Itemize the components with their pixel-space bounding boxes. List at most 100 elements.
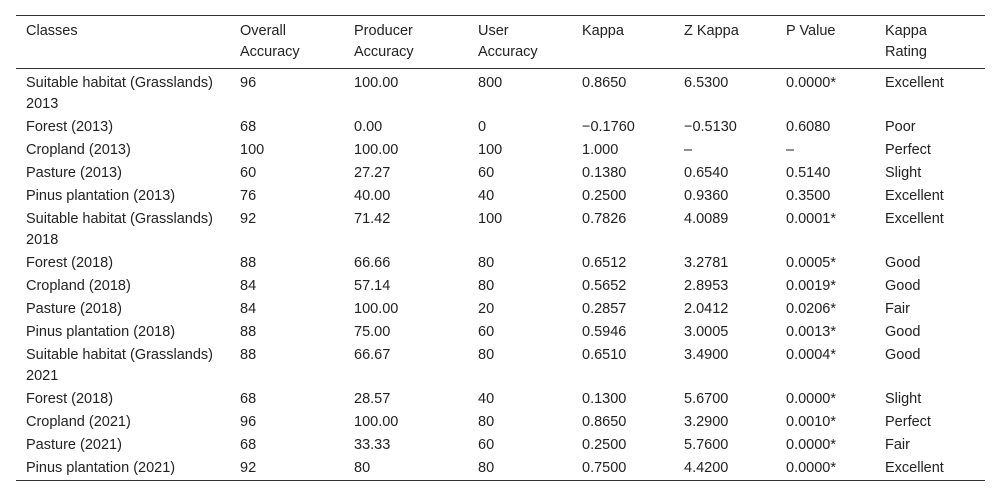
table-row: Suitable habitat (Grasslands) 2021 88 66.6… — [16, 344, 985, 388]
table-cell: Pinus plantation (2018) — [26, 324, 176, 340]
table-cell: 20 — [478, 301, 495, 317]
accuracy-table: Classes Overall Accuracy Producer Accuracy… — [16, 15, 985, 481]
table-cell: Good — [885, 255, 921, 271]
table-cell: 0.0010* — [786, 414, 836, 430]
table-cell: 0.6512 — [582, 255, 627, 271]
table-cell: 2.8953 — [684, 278, 729, 294]
table-cell: 0.2500 — [582, 188, 627, 204]
table-cell: 0.0013* — [786, 324, 836, 340]
table-cell: 88 — [240, 324, 257, 340]
table-cell: 4.0089 — [684, 211, 729, 227]
table-cell: 0.7500 — [582, 460, 627, 476]
table-cell: 5.6700 — [684, 391, 729, 407]
table-cell: Forest (2018) — [26, 391, 114, 407]
table-cell: 0.5652 — [582, 278, 627, 294]
table-cell: 3.2781 — [684, 255, 729, 271]
table-cell: Suitable habitat (Grasslands) 2021 — [26, 347, 213, 384]
table-cell: 66.66 — [354, 255, 391, 271]
table-row: Pinus plantation (2021) 92 80 80 0.7500 4.420… — [16, 457, 985, 481]
table-cell: Excellent — [885, 75, 944, 91]
table-cell: 0.2500 — [582, 437, 627, 453]
table-cell: 40.00 — [354, 188, 391, 204]
table-cell: 92 — [240, 211, 257, 227]
table-cell: −0.1760 — [582, 119, 635, 135]
table-cell: 0.0000* — [786, 437, 836, 453]
table-cell: Pasture (2018) — [26, 301, 122, 317]
column-header: Z Kappa — [674, 16, 776, 69]
table-cell: Fair — [885, 301, 910, 317]
table-cell: 100.00 — [354, 142, 399, 158]
table-row: Pinus plantation (2013) 76 40.00 40 0.2500 0.… — [16, 185, 985, 208]
table-cell: 75.00 — [354, 324, 391, 340]
column-header: Kappa — [572, 16, 674, 69]
table-body: Suitable habitat (Grasslands) 2013 96 100.… — [16, 69, 985, 481]
table-cell: −0.5130 — [684, 119, 737, 135]
table-cell: Excellent — [885, 460, 944, 476]
table-cell: 0.8650 — [582, 75, 627, 91]
table-cell: 3.2900 — [684, 414, 729, 430]
table-cell: 71.42 — [354, 211, 391, 227]
table-cell: 68 — [240, 437, 257, 453]
table-cell: Forest (2013) — [26, 119, 114, 135]
table-cell: 100 — [478, 211, 503, 227]
table-cell: 1.000 — [582, 142, 619, 158]
table-cell: 0.6080 — [786, 119, 831, 135]
table-cell: Suitable habitat (Grasslands) 2018 — [26, 211, 213, 248]
table-cell: Slight — [885, 391, 922, 407]
table-cell: Cropland (2018) — [26, 278, 131, 294]
header-row: Classes Overall Accuracy Producer Accuracy… — [16, 15, 985, 69]
table-cell: 4.4200 — [684, 460, 729, 476]
column-header: Producer Accuracy — [344, 16, 468, 69]
table-row: Pasture (2018) 84 100.00 20 0.2857 2.0412 0.02… — [16, 298, 985, 321]
table-cell: Pasture (2013) — [26, 165, 122, 181]
header-text: User Accuracy — [478, 23, 538, 60]
table-cell: 0.0001* — [786, 211, 836, 227]
column-header: Classes — [16, 16, 230, 69]
table-row: Suitable habitat (Grasslands) 2018 92 71.4… — [16, 208, 985, 252]
table-row: Pinus plantation (2018) 88 75.00 60 0.5946 3.… — [16, 321, 985, 344]
table-cell: – — [786, 142, 795, 158]
table-row: Forest (2018) 88 66.66 80 0.6512 3.2781 0.0005… — [16, 252, 985, 275]
table-cell: Poor — [885, 119, 916, 135]
table-cell: 100.00 — [354, 414, 399, 430]
table-cell: 0.8650 — [582, 414, 627, 430]
table-cell: 0.0000* — [786, 460, 836, 476]
column-header: P Value — [776, 16, 875, 69]
table-cell: Fair — [885, 437, 910, 453]
column-header: Kappa Rating — [875, 16, 985, 69]
table-cell: 800 — [478, 75, 503, 91]
table-cell: Pinus plantation (2013) — [26, 188, 176, 204]
table-cell: Pasture (2021) — [26, 437, 122, 453]
table-cell: 100.00 — [354, 75, 399, 91]
table-cell: Slight — [885, 165, 922, 181]
table-cell: 5.7600 — [684, 437, 729, 453]
table-cell: Pinus plantation (2021) — [26, 460, 176, 476]
table-cell: 60 — [478, 437, 495, 453]
table-row: Pasture (2013) 60 27.27 60 0.1380 0.6540 0.514… — [16, 162, 985, 185]
column-header: Overall Accuracy — [230, 16, 344, 69]
table-cell: 100 — [478, 142, 503, 158]
table-cell: Good — [885, 347, 921, 363]
table-cell: 0.3500 — [786, 188, 831, 204]
table-cell: 76 — [240, 188, 257, 204]
table-cell: 0.7826 — [582, 211, 627, 227]
table-cell: 0 — [478, 119, 487, 135]
table-cell: 0.00 — [354, 119, 383, 135]
table-cell: 80 — [478, 278, 495, 294]
table-cell: 80 — [478, 347, 495, 363]
table-cell: 0.5140 — [786, 165, 831, 181]
table-cell: 40 — [478, 188, 495, 204]
table-cell: 80 — [478, 460, 495, 476]
table-cell: 33.33 — [354, 437, 391, 453]
table-row: Pasture (2021) 68 33.33 60 0.2500 5.7600 0.000… — [16, 434, 985, 457]
header-text: P Value — [786, 23, 836, 39]
table-cell: 0.0004* — [786, 347, 836, 363]
table-header: Classes Overall Accuracy Producer Accuracy… — [16, 15, 985, 69]
header-text: Kappa Rating — [885, 23, 927, 60]
table-row: Cropland (2021) 96 100.00 80 0.8650 3.2900 0.0… — [16, 411, 985, 434]
table-row: Forest (2018) 68 28.57 40 0.1300 5.6700 0.0000… — [16, 388, 985, 411]
table-cell: 3.0005 — [684, 324, 729, 340]
table-cell: 0.0019* — [786, 278, 836, 294]
table-cell: Perfect — [885, 142, 931, 158]
table-row: Cropland (2013) 100 100.00 100 1.000 – – Perfec… — [16, 139, 985, 162]
